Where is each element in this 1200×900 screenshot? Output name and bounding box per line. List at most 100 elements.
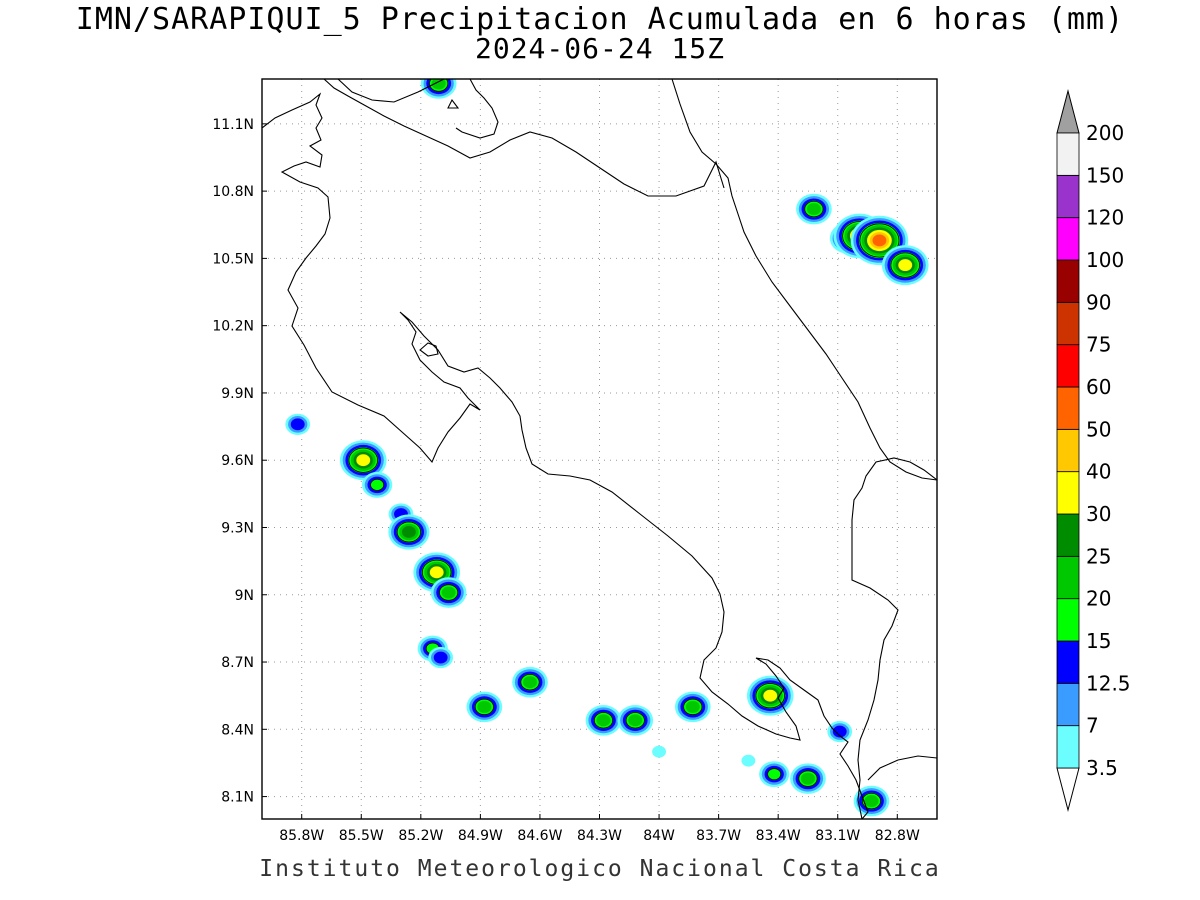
lon-tick-label: 84.3W [577,828,622,844]
precip-contour-line [890,252,921,278]
precip-contour-line [520,673,540,691]
island-chira [419,342,439,357]
precip-contour [596,714,611,727]
lat-tick-label: 9.6N [221,453,254,469]
colorbar-swatch [1056,217,1080,261]
precip-contour-line [348,447,379,473]
colorbar-swatch [1056,471,1080,515]
lat-tick-label: 9.9N [221,386,254,402]
colorbar-swatch [1056,640,1080,684]
colorbar-lower-arrow [1056,767,1080,812]
colorbar-swatch [1056,132,1080,176]
colorbar-swatch [1056,682,1080,727]
lat-tick-label: 10.2N [212,319,254,335]
precip-contour-line [755,683,786,709]
precip-contour-line [861,792,882,810]
footer-credit: Instituto Meteorologico Nacional Costa R… [259,856,941,882]
lon-tick-label: 85.5W [339,828,384,844]
colorbar-swatch [1056,725,1080,769]
precip-cell [339,440,387,481]
precip-contour [477,700,492,713]
precip-contour-line [625,712,645,729]
lon-tick-label: 83.1W [815,828,860,844]
lon-tick-label: 84.6W [517,828,562,844]
lat-tick-label: 9N [235,588,254,604]
colorbar-level-label: 60 [1086,375,1111,399]
precip-cell [759,761,790,788]
colorbar-level-label: 12.5 [1086,671,1131,695]
precip-contour [429,566,444,579]
colorbar-level-label: 30 [1086,502,1111,526]
lat-tick-label: 8.1N [221,790,254,806]
precip-cell [652,745,666,758]
precip-contour-line [370,478,385,491]
precip-cell [790,763,826,794]
precip-contour-line [593,712,614,729]
precip-cell [881,245,929,286]
precip-contour [433,651,448,664]
precip-cell [430,577,467,608]
colorbar-upper-arrow [1056,89,1080,134]
precip-cell [420,79,457,99]
precip-cell [585,705,622,736]
precip-contour [806,203,821,216]
colorbar-swatch [1056,555,1080,600]
colorbar-level-label: 120 [1086,206,1124,230]
lake-nicaragua-south [455,79,499,139]
panama-border [851,457,937,819]
precip-contour [523,676,537,689]
lake-island [447,98,460,109]
precip-contour [370,478,385,491]
colorbar-swatch [1056,386,1080,430]
colorbar-level-label: 200 [1086,121,1124,145]
precip-contour [767,768,782,781]
panama-pacific-coast [867,755,937,781]
colorbar-swatch [1056,428,1080,473]
colorbar-swatch [1056,344,1080,388]
colorbar-level-label: 7 [1086,714,1099,738]
precip-cell [362,471,393,498]
colorbar-legend: 3.5 7 12.5 15 20 25 30 40 50 60 75 90 100 120 150 200 [1056,89,1131,812]
lon-tick-label: 82.8W [875,828,920,844]
map-title: IMN/SARAPIQUI_5 Precipitacion Acumulada … [75,2,1125,37]
precip-field [285,79,929,817]
colorbar-level-label: 90 [1086,290,1111,314]
map-timestamp: 2024-06-24 15Z [474,32,725,65]
precip-contour-line [396,521,422,543]
precip-contour [441,586,456,599]
precip-contour [290,418,305,431]
precip-contour [801,772,815,785]
precip-contour-line [767,768,782,781]
precip-contour [401,526,416,538]
precip-cell [827,720,853,743]
precip-cell [512,666,548,698]
precip-contour-line [798,770,818,787]
precip-contour-line [683,698,703,716]
colorbar-level-label: 100 [1086,248,1124,272]
lon-tick-label: 84W [643,828,675,844]
precip-cell [388,514,430,550]
lon-tick-label: 85.8W [279,828,324,844]
colorbar-swatch [1056,513,1080,557]
precip-cell [853,785,890,817]
precip-contour-line [859,223,900,258]
precip-cell [746,675,794,716]
precip-cell [674,691,711,723]
precip-cell [428,646,454,669]
colorbar-level-label: 3.5 [1086,756,1118,780]
colorbar-level-label: 25 [1086,544,1111,568]
colorbar-swatch [1056,598,1080,642]
nicaragua-border [323,79,725,197]
precip-cell [466,691,503,723]
precip-contour [872,234,887,247]
colorbar-level-label: 75 [1086,333,1111,357]
precip-contour-line [804,200,824,218]
colorbar-swatch [1056,301,1080,346]
lat-tick-label: 9.3N [221,520,254,536]
caribbean-coastline [671,79,937,481]
colorbar-level-label: 150 [1086,163,1124,187]
precip-contour [741,754,756,767]
lat-tick-label: 10.5N [212,251,254,267]
coastline-borders [262,79,937,819]
